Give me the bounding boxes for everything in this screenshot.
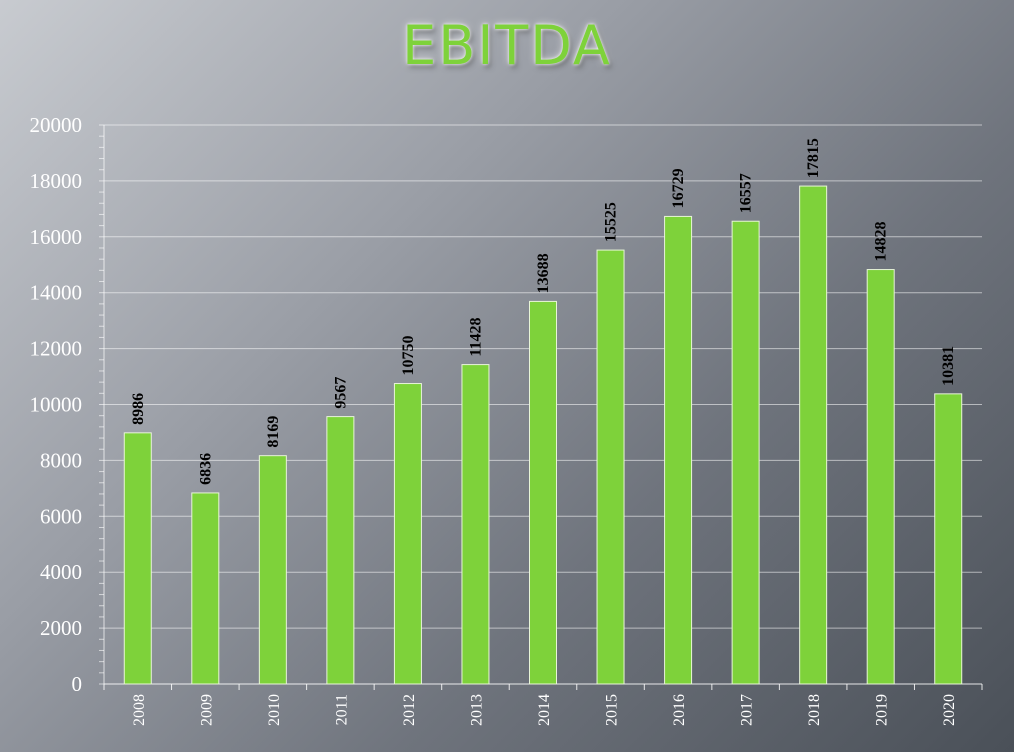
x-tick-label-2008: 2008	[131, 694, 148, 726]
bar-2013	[461, 364, 490, 685]
data-labels: 8986 6836 8169 9567 10750 11428 13688 15525 1672…	[130, 138, 957, 485]
y-tick-label: 6000	[40, 504, 82, 528]
y-tick-label: 12000	[30, 337, 83, 361]
data-label-2016: 16729	[670, 168, 687, 208]
y-tick-label: 18000	[30, 169, 83, 193]
bar-2011	[326, 416, 355, 685]
bar-2018	[799, 185, 828, 685]
y-tick-label: 4000	[40, 560, 82, 584]
data-label-2012: 10750	[400, 336, 417, 376]
y-tick-label: 2000	[40, 616, 82, 640]
data-label-2013: 11428	[467, 317, 484, 356]
bar-2009	[191, 492, 220, 685]
x-tick-label-2013: 2013	[468, 694, 485, 726]
bar-2012	[393, 383, 422, 685]
data-label-2010: 8169	[265, 416, 282, 448]
x-tick-label-2010: 2010	[266, 694, 283, 726]
y-tick-label: 14000	[30, 281, 83, 305]
x-tick-label-2019: 2019	[874, 694, 891, 726]
bar-2020	[934, 393, 963, 685]
y-tick-label: 16000	[30, 225, 83, 249]
data-label-2019: 14828	[873, 222, 890, 262]
chart-title: EBITDA	[402, 14, 612, 77]
data-label-2009: 6836	[197, 453, 214, 485]
data-label-2015: 15525	[603, 202, 620, 242]
y-tick-label: 0	[72, 672, 83, 696]
x-tick-label-2017: 2017	[739, 694, 756, 726]
x-tick-label-2020: 2020	[941, 694, 958, 726]
bar-2017	[731, 220, 760, 685]
data-label-2020: 10381	[940, 346, 957, 386]
x-tick-labels: 2008 2009 2010 2011 2012 2013 2014 2015 2016 2017…	[131, 694, 958, 726]
bars	[123, 185, 963, 685]
data-label-2014: 13688	[535, 253, 552, 293]
y-tick-label: 20000	[30, 113, 83, 137]
x-tick-label-2015: 2015	[604, 694, 621, 726]
y-tick-label: 10000	[30, 393, 83, 417]
x-tick-label-2018: 2018	[806, 694, 823, 726]
bar-2019	[866, 269, 895, 685]
bar-2016	[664, 215, 693, 685]
y-tick-label: 8000	[40, 448, 82, 472]
x-tick-label-2016: 2016	[671, 694, 688, 726]
x-tick-label-2012: 2012	[401, 694, 418, 726]
data-label-2011: 9567	[332, 377, 349, 409]
bar-2015	[596, 249, 625, 685]
data-label-2017: 16557	[738, 173, 755, 213]
x-tick-label-2014: 2014	[536, 694, 553, 726]
x-tick-label-2009: 2009	[198, 694, 215, 726]
bar-2014	[529, 300, 557, 685]
x-tick-label-2011: 2011	[333, 694, 350, 725]
data-label-2018: 17815	[805, 138, 822, 178]
bar-2008	[123, 432, 152, 685]
y-tick-labels: 0 2000 4000 6000 8000 10000 12000 14000 16000 180…	[30, 113, 83, 696]
data-label-2008: 8986	[130, 393, 147, 425]
bar-2010	[258, 455, 287, 685]
